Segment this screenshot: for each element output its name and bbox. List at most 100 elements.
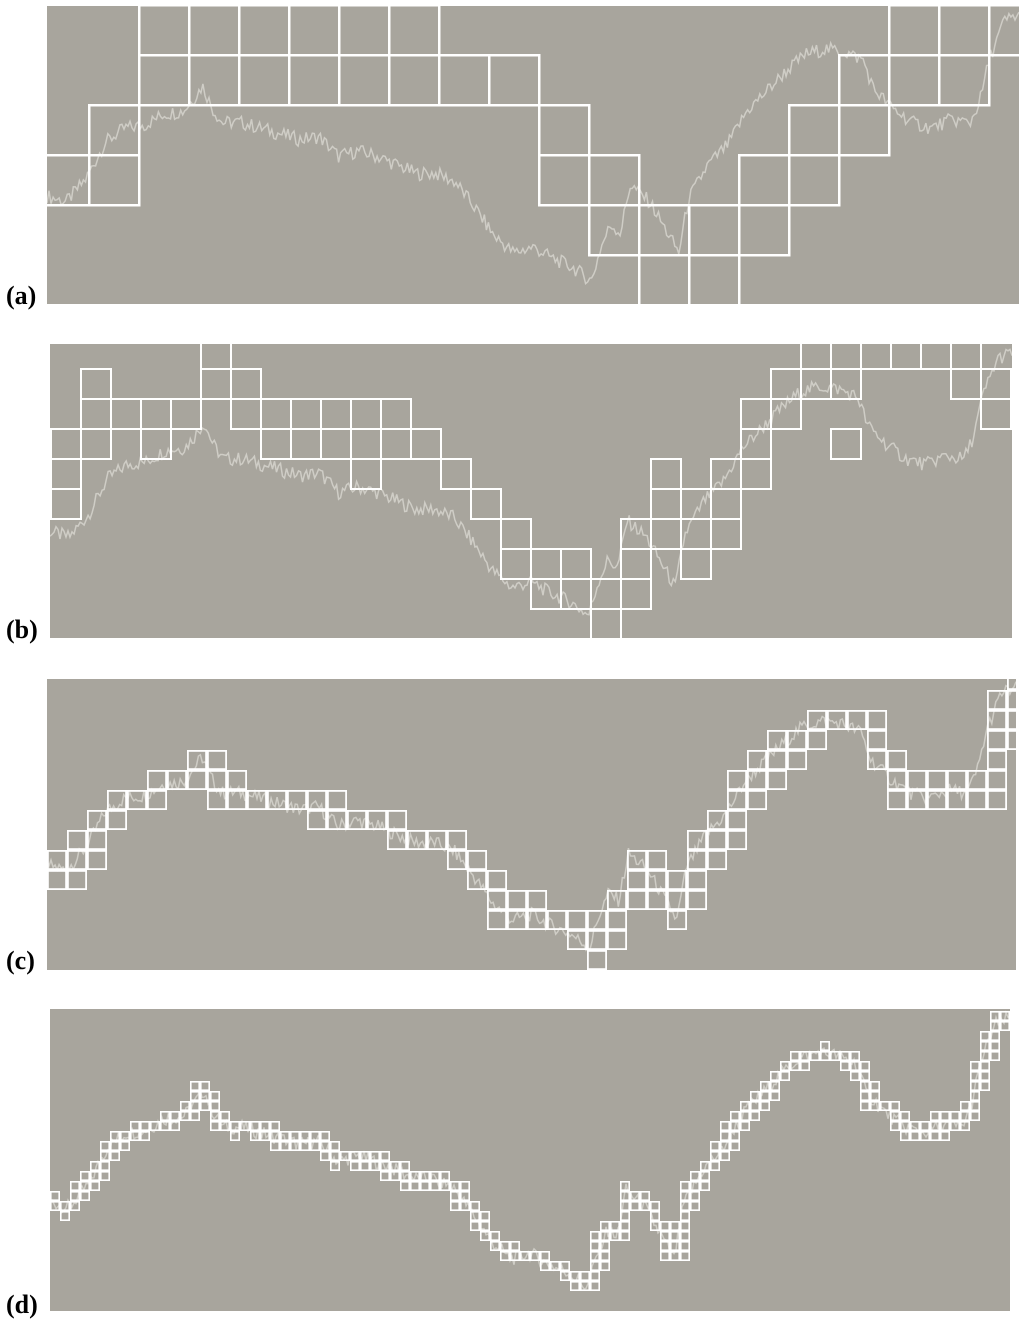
box-cell	[426, 829, 447, 850]
box-cell	[679, 1221, 690, 1232]
box-cell	[329, 1161, 340, 1172]
box-cell	[887, 750, 908, 771]
box-cell	[220, 1111, 231, 1122]
box-cell	[479, 1211, 490, 1222]
box-cell	[409, 1171, 420, 1182]
box-cell	[707, 829, 728, 850]
box-cell	[867, 709, 888, 731]
panel-a-label: (a)	[6, 281, 37, 310]
box-cell	[140, 1131, 151, 1142]
box-cell	[829, 1050, 840, 1061]
box-cell	[509, 1251, 520, 1262]
box-cell	[749, 1091, 760, 1102]
box-cell	[619, 1221, 630, 1232]
box-cell	[270, 1121, 281, 1132]
box-cell	[170, 398, 202, 430]
box-cell	[659, 1251, 670, 1262]
box-cell	[567, 909, 588, 930]
box-cell	[60, 1201, 70, 1212]
box-cell	[969, 1081, 980, 1092]
box-cell	[949, 1111, 960, 1122]
box-cell	[206, 790, 227, 811]
box-cell	[867, 730, 888, 751]
box-cell	[659, 1221, 670, 1232]
box-cell	[987, 730, 1008, 751]
box-cell	[226, 770, 247, 791]
box-cell	[799, 1060, 810, 1071]
box-cell	[679, 1211, 690, 1222]
box-cell	[589, 1280, 600, 1291]
box-cell	[847, 709, 868, 731]
box-cell	[859, 1091, 870, 1102]
box-cell	[180, 1101, 191, 1112]
box-cell	[689, 1201, 700, 1212]
box-cell	[270, 1131, 281, 1142]
box-cell	[379, 1151, 390, 1162]
box-cell	[499, 1241, 510, 1252]
box-cell	[707, 809, 728, 830]
box-cell	[66, 829, 88, 850]
box-cell	[849, 1060, 860, 1071]
box-cell	[389, 1171, 400, 1182]
box-cell	[526, 889, 547, 910]
box-cell	[309, 1131, 320, 1142]
box-cell	[290, 1131, 301, 1142]
box-cell	[709, 1141, 720, 1152]
box-cell	[907, 790, 928, 811]
box-cell	[429, 1171, 440, 1182]
box-cell	[887, 790, 908, 811]
box-cell	[590, 608, 622, 638]
box-cell	[379, 1161, 390, 1172]
box-cell	[659, 1241, 670, 1252]
box-cell	[230, 1121, 241, 1132]
panel-d-label: (d)	[6, 1290, 38, 1319]
box-cell	[799, 1050, 810, 1061]
box-cell	[306, 790, 327, 811]
box-cell	[987, 770, 1008, 791]
box-cell	[979, 1050, 990, 1061]
box-cell	[649, 1201, 660, 1212]
box-cell	[769, 1070, 780, 1081]
box-cell	[359, 1161, 370, 1172]
box-cell	[950, 344, 982, 370]
box-cell	[999, 1010, 1010, 1021]
box-cell	[747, 790, 768, 811]
box-cell	[729, 1111, 740, 1122]
box-cell	[947, 790, 968, 811]
box-cell	[206, 770, 227, 791]
box-cell	[459, 1181, 470, 1192]
box-cell	[449, 1191, 460, 1202]
box-cell	[889, 1101, 900, 1112]
box-cell	[1007, 709, 1016, 731]
box-cell	[79, 1181, 90, 1192]
box-cell	[469, 1211, 480, 1222]
box-cell	[939, 1111, 950, 1122]
box-cell	[589, 1231, 600, 1242]
box-cell	[350, 458, 382, 490]
box-cell	[260, 1131, 271, 1142]
box-cell	[349, 1161, 360, 1172]
box-cell	[147, 770, 168, 791]
box-cell	[739, 1101, 750, 1112]
box-cell	[999, 1021, 1010, 1031]
box-cell	[50, 1191, 60, 1202]
box-cell	[767, 750, 788, 771]
box-cell	[759, 1101, 770, 1112]
box-cell	[47, 849, 68, 870]
box-cell	[1007, 689, 1016, 711]
box-cell	[969, 1101, 980, 1112]
box-cell	[779, 1070, 790, 1081]
box-cell	[470, 488, 502, 520]
box-cell	[459, 1191, 470, 1202]
box-cell	[609, 1221, 620, 1232]
box-cell	[919, 1121, 930, 1132]
box-cell	[446, 849, 467, 870]
box-cell	[107, 809, 128, 830]
box-cell	[959, 1101, 970, 1112]
box-cell	[399, 1171, 410, 1182]
box-cell	[729, 1131, 740, 1142]
box-cell	[607, 909, 628, 930]
box-cell	[1007, 730, 1016, 751]
box-cell	[69, 1191, 80, 1202]
box-cell	[949, 1121, 960, 1132]
